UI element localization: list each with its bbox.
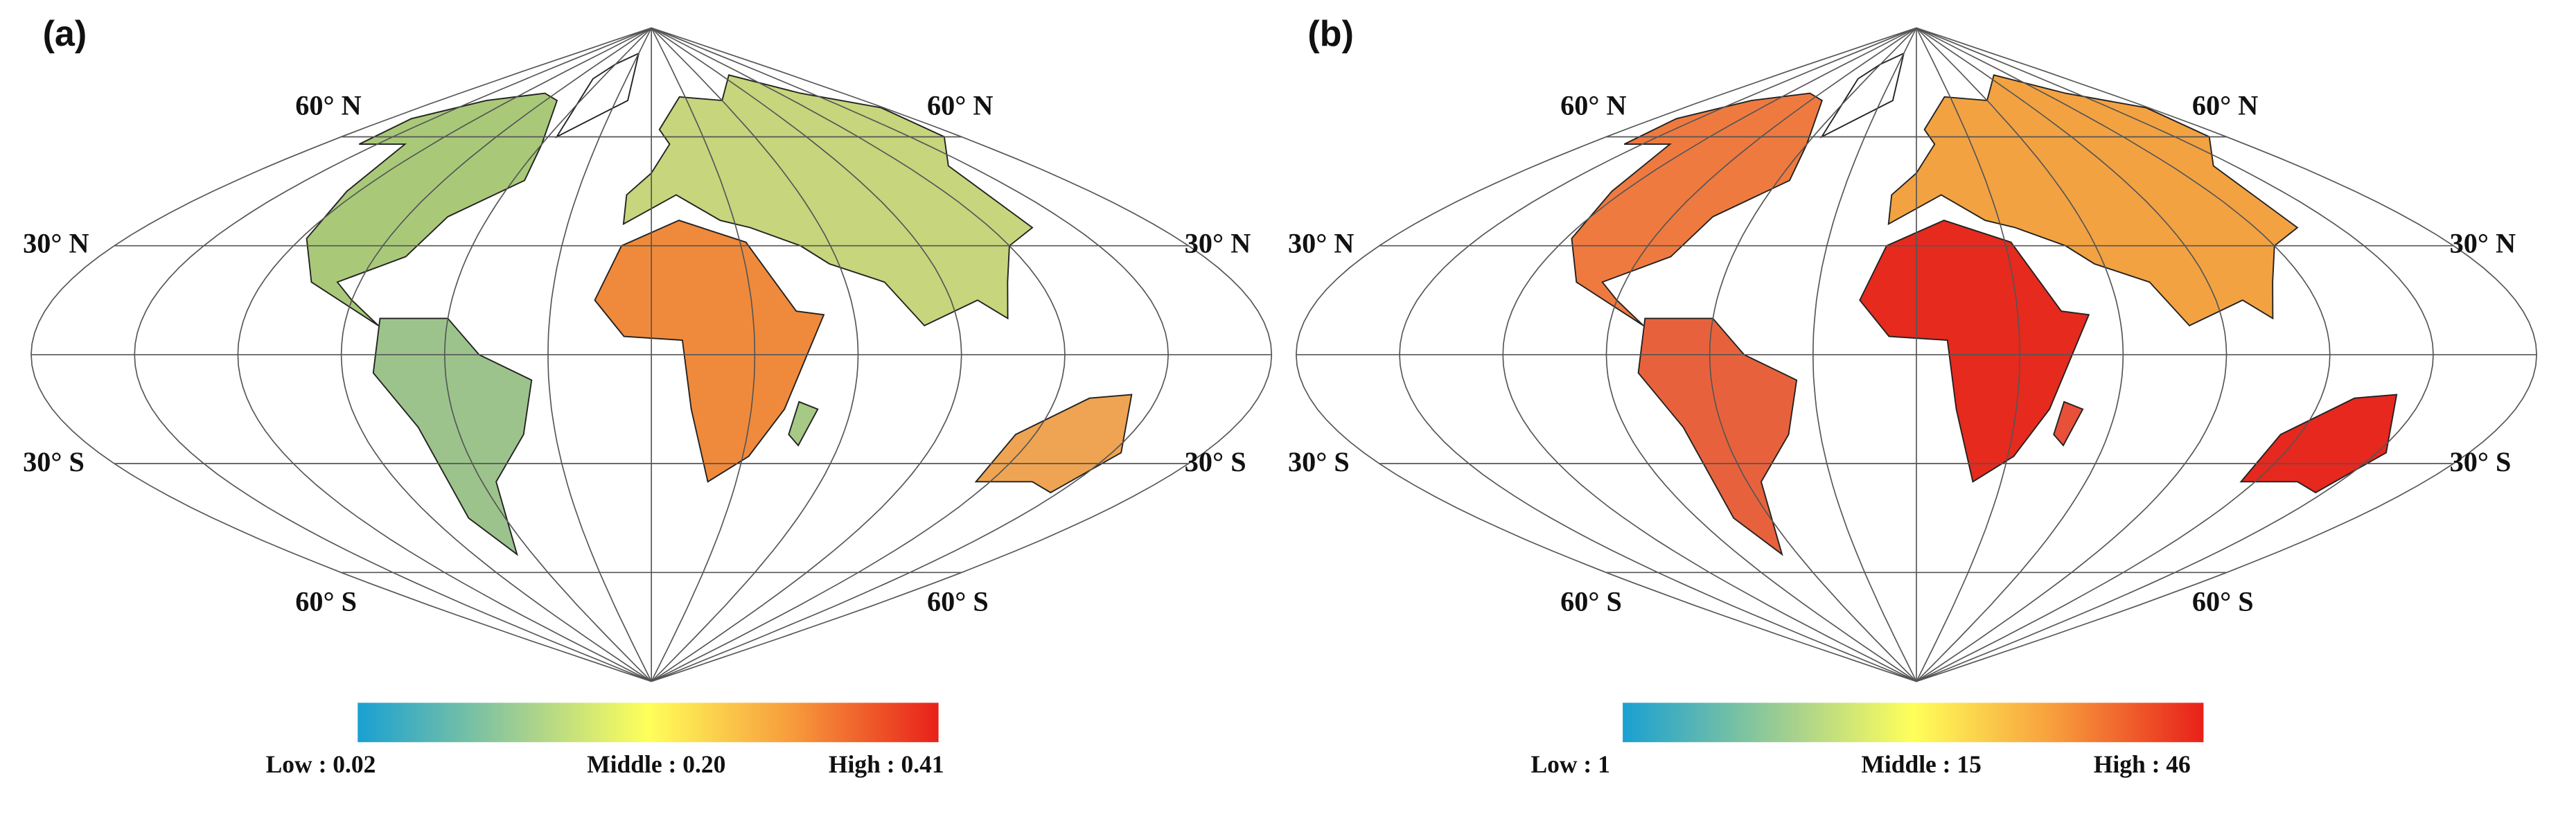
legend-high: High : 46 xyxy=(2094,750,2191,778)
lat-label: 30° S xyxy=(1288,446,1350,477)
lat-label: 30° N xyxy=(23,228,89,259)
legend-middle: Middle : 0.20 xyxy=(587,750,725,778)
lat-label: 60° N xyxy=(927,90,993,121)
lat-label: 60° S xyxy=(295,585,357,617)
landmass xyxy=(372,317,533,556)
lat-label: 60° N xyxy=(295,90,361,121)
lat-label: 30° N xyxy=(1185,228,1251,259)
legend-high: High : 0.41 xyxy=(829,750,944,778)
map-panel xyxy=(30,27,1273,682)
landmass xyxy=(1819,52,1905,139)
landmass xyxy=(1637,317,1798,556)
landmass xyxy=(306,92,558,326)
landmass xyxy=(974,394,1133,494)
lat-label: 60° S xyxy=(927,585,989,617)
landmass xyxy=(1859,220,2090,483)
legend-low: Low : 1 xyxy=(1530,750,1609,778)
landmass xyxy=(2239,394,2398,494)
lat-label: 60° N xyxy=(2192,90,2258,121)
lat-label: 30° N xyxy=(2450,228,2516,259)
lat-label: 30° S xyxy=(23,446,85,477)
lat-label: 60° S xyxy=(1560,585,1622,617)
lat-label: 30° S xyxy=(2450,446,2512,477)
colorbar xyxy=(358,703,939,743)
landmass xyxy=(594,220,825,483)
landmass xyxy=(1571,92,1823,326)
map-panel xyxy=(1296,27,2537,682)
landmass xyxy=(2053,400,2084,447)
legend-low: Low : 0.02 xyxy=(266,750,376,778)
landmass xyxy=(554,52,640,139)
legend-middle: Middle : 15 xyxy=(1861,750,1982,778)
panel-label: (b) xyxy=(1307,14,1354,54)
lat-label: 30° S xyxy=(1185,446,1246,477)
colorbar xyxy=(1623,703,2204,743)
lat-label: 30° N xyxy=(1288,228,1354,259)
landmass xyxy=(788,400,819,447)
lat-label: 60° S xyxy=(2192,585,2254,617)
lat-label: 60° N xyxy=(1560,90,1626,121)
panel-label: (a) xyxy=(43,14,87,54)
